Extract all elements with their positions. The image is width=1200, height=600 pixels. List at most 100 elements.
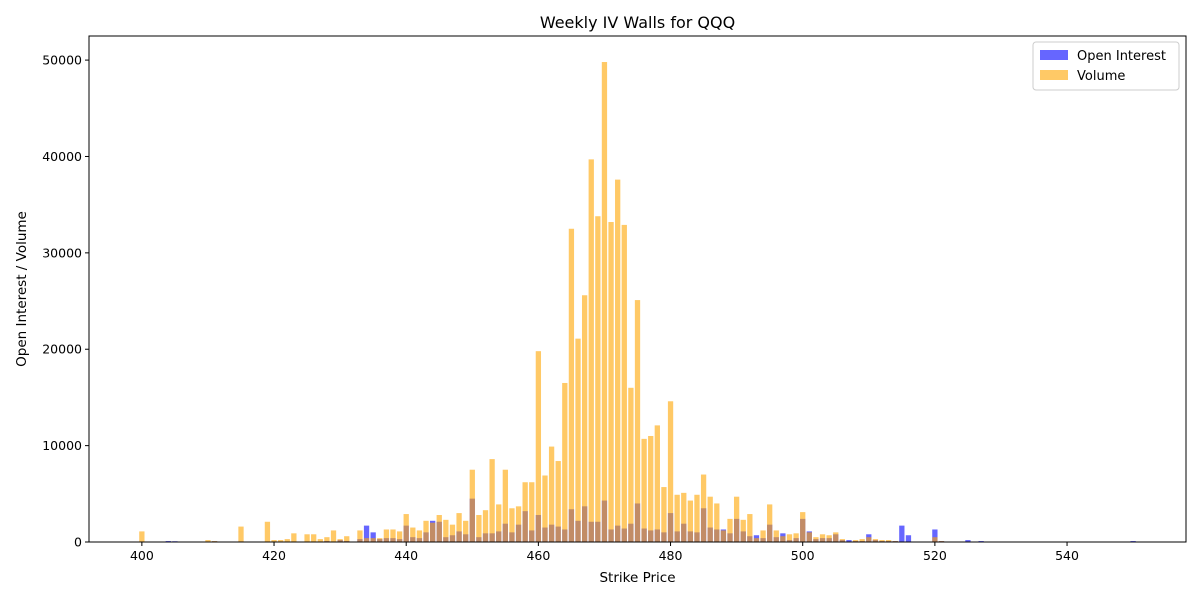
bar bbox=[502, 469, 508, 542]
bar bbox=[139, 531, 145, 542]
bar bbox=[852, 540, 859, 542]
legend-swatch-volume bbox=[1040, 70, 1068, 80]
bar bbox=[753, 538, 760, 542]
bar bbox=[773, 530, 779, 542]
bar bbox=[707, 496, 713, 542]
y-tick-label: 50000 bbox=[42, 53, 82, 68]
x-tick-label: 500 bbox=[791, 548, 815, 563]
bar bbox=[575, 338, 581, 542]
bar bbox=[469, 469, 475, 542]
legend-box bbox=[1032, 41, 1180, 91]
bar bbox=[562, 382, 568, 542]
bar bbox=[621, 224, 627, 542]
bar bbox=[965, 540, 971, 542]
bar bbox=[205, 540, 211, 542]
bar bbox=[615, 179, 621, 543]
legend-label-open-interest: Open Interest bbox=[1077, 49, 1166, 64]
bar bbox=[370, 538, 376, 542]
bar bbox=[740, 519, 746, 542]
bar bbox=[324, 537, 330, 542]
bar bbox=[720, 530, 727, 542]
bar bbox=[436, 515, 442, 542]
bar bbox=[714, 503, 720, 542]
series-volume bbox=[139, 62, 945, 543]
bar bbox=[767, 504, 773, 542]
bar bbox=[317, 539, 323, 542]
bar bbox=[357, 530, 363, 542]
x-tick-label: 540 bbox=[1055, 548, 1079, 563]
bar bbox=[648, 435, 654, 542]
bar bbox=[595, 216, 601, 543]
bar bbox=[694, 494, 700, 542]
bar bbox=[430, 522, 436, 542]
bar bbox=[383, 529, 390, 542]
bar bbox=[291, 533, 297, 542]
bar bbox=[238, 526, 244, 542]
y-tick-label: 0 bbox=[74, 535, 82, 550]
bar bbox=[793, 533, 799, 542]
bar bbox=[859, 539, 865, 542]
bar bbox=[581, 295, 588, 542]
bar bbox=[476, 515, 482, 542]
bar bbox=[403, 514, 409, 542]
bar bbox=[846, 540, 852, 542]
bar bbox=[363, 538, 370, 542]
bar bbox=[661, 487, 667, 542]
y-tick-label: 10000 bbox=[42, 438, 82, 453]
bar bbox=[330, 530, 337, 542]
bar bbox=[463, 520, 469, 542]
bar bbox=[634, 300, 641, 542]
bar bbox=[555, 461, 561, 542]
bar bbox=[826, 535, 832, 542]
bar bbox=[879, 540, 885, 542]
legend: Open Interest Volume bbox=[1032, 41, 1180, 91]
bar bbox=[278, 540, 284, 542]
bar bbox=[515, 506, 522, 542]
x-tick-label: 480 bbox=[659, 548, 683, 563]
bar bbox=[456, 513, 462, 542]
plot-area bbox=[139, 62, 1136, 543]
bar bbox=[271, 540, 277, 542]
bar bbox=[654, 425, 660, 542]
x-tick-label: 460 bbox=[526, 548, 550, 563]
bar bbox=[284, 539, 290, 542]
bar bbox=[608, 222, 614, 542]
bar bbox=[489, 459, 495, 542]
bar bbox=[377, 538, 383, 542]
y-tick-label: 30000 bbox=[42, 245, 82, 260]
bar bbox=[747, 514, 753, 542]
bar bbox=[264, 521, 271, 542]
bar bbox=[542, 475, 548, 542]
bar bbox=[687, 500, 694, 542]
bar bbox=[800, 512, 806, 542]
bar bbox=[674, 494, 680, 542]
bar bbox=[819, 534, 826, 542]
bar bbox=[866, 537, 872, 542]
bar bbox=[872, 539, 879, 542]
bar bbox=[311, 534, 317, 542]
bar bbox=[932, 537, 938, 542]
axes-frame bbox=[88, 35, 1187, 543]
x-axis: 400 420 440 460 480 500 520 540 bbox=[130, 542, 1079, 563]
bar bbox=[700, 474, 707, 542]
x-tick-label: 400 bbox=[130, 548, 154, 563]
bar bbox=[601, 62, 608, 543]
bar bbox=[667, 401, 674, 542]
y-axis: 0 10000 20000 30000 40000 50000 bbox=[42, 53, 89, 550]
bar bbox=[780, 536, 786, 542]
legend-label-volume: Volume bbox=[1077, 69, 1125, 84]
bar bbox=[344, 536, 350, 542]
bar bbox=[548, 446, 555, 542]
x-tick-label: 420 bbox=[262, 548, 286, 563]
bar bbox=[932, 529, 938, 542]
y-tick-label: 40000 bbox=[42, 149, 82, 164]
bar bbox=[839, 539, 846, 542]
bar bbox=[423, 520, 429, 542]
bar bbox=[304, 534, 310, 542]
y-axis-title: Open Interest / Volume bbox=[14, 211, 30, 367]
bar bbox=[733, 496, 740, 542]
bar bbox=[535, 351, 542, 542]
bar bbox=[337, 539, 343, 542]
bar bbox=[410, 527, 416, 542]
